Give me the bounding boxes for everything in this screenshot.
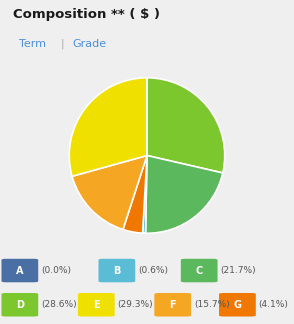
Text: Grade: Grade bbox=[72, 39, 106, 49]
Text: (4.1%): (4.1%) bbox=[259, 300, 289, 309]
FancyBboxPatch shape bbox=[154, 293, 191, 317]
Text: (28.6%): (28.6%) bbox=[41, 300, 77, 309]
FancyBboxPatch shape bbox=[98, 259, 135, 282]
Text: C: C bbox=[196, 266, 203, 275]
Text: F: F bbox=[169, 300, 176, 310]
Text: |: | bbox=[60, 39, 64, 49]
Wedge shape bbox=[69, 78, 147, 176]
Text: (15.7%): (15.7%) bbox=[194, 300, 230, 309]
Wedge shape bbox=[123, 156, 147, 233]
Wedge shape bbox=[147, 78, 225, 173]
FancyBboxPatch shape bbox=[1, 259, 38, 282]
Text: A: A bbox=[16, 266, 24, 275]
FancyBboxPatch shape bbox=[181, 259, 218, 282]
Text: (0.0%): (0.0%) bbox=[41, 266, 71, 275]
Wedge shape bbox=[72, 156, 147, 229]
Text: B: B bbox=[113, 266, 121, 275]
Text: (0.6%): (0.6%) bbox=[138, 266, 168, 275]
FancyBboxPatch shape bbox=[1, 293, 38, 317]
Wedge shape bbox=[143, 156, 147, 233]
Text: D: D bbox=[16, 300, 24, 310]
Text: E: E bbox=[93, 300, 100, 310]
Wedge shape bbox=[146, 156, 223, 233]
Text: Composition ** ( $ ): Composition ** ( $ ) bbox=[13, 8, 160, 21]
FancyBboxPatch shape bbox=[78, 293, 115, 317]
Text: (29.3%): (29.3%) bbox=[118, 300, 153, 309]
Text: Term: Term bbox=[19, 39, 46, 49]
Text: G: G bbox=[233, 300, 241, 310]
FancyBboxPatch shape bbox=[219, 293, 256, 317]
Text: (21.7%): (21.7%) bbox=[220, 266, 256, 275]
